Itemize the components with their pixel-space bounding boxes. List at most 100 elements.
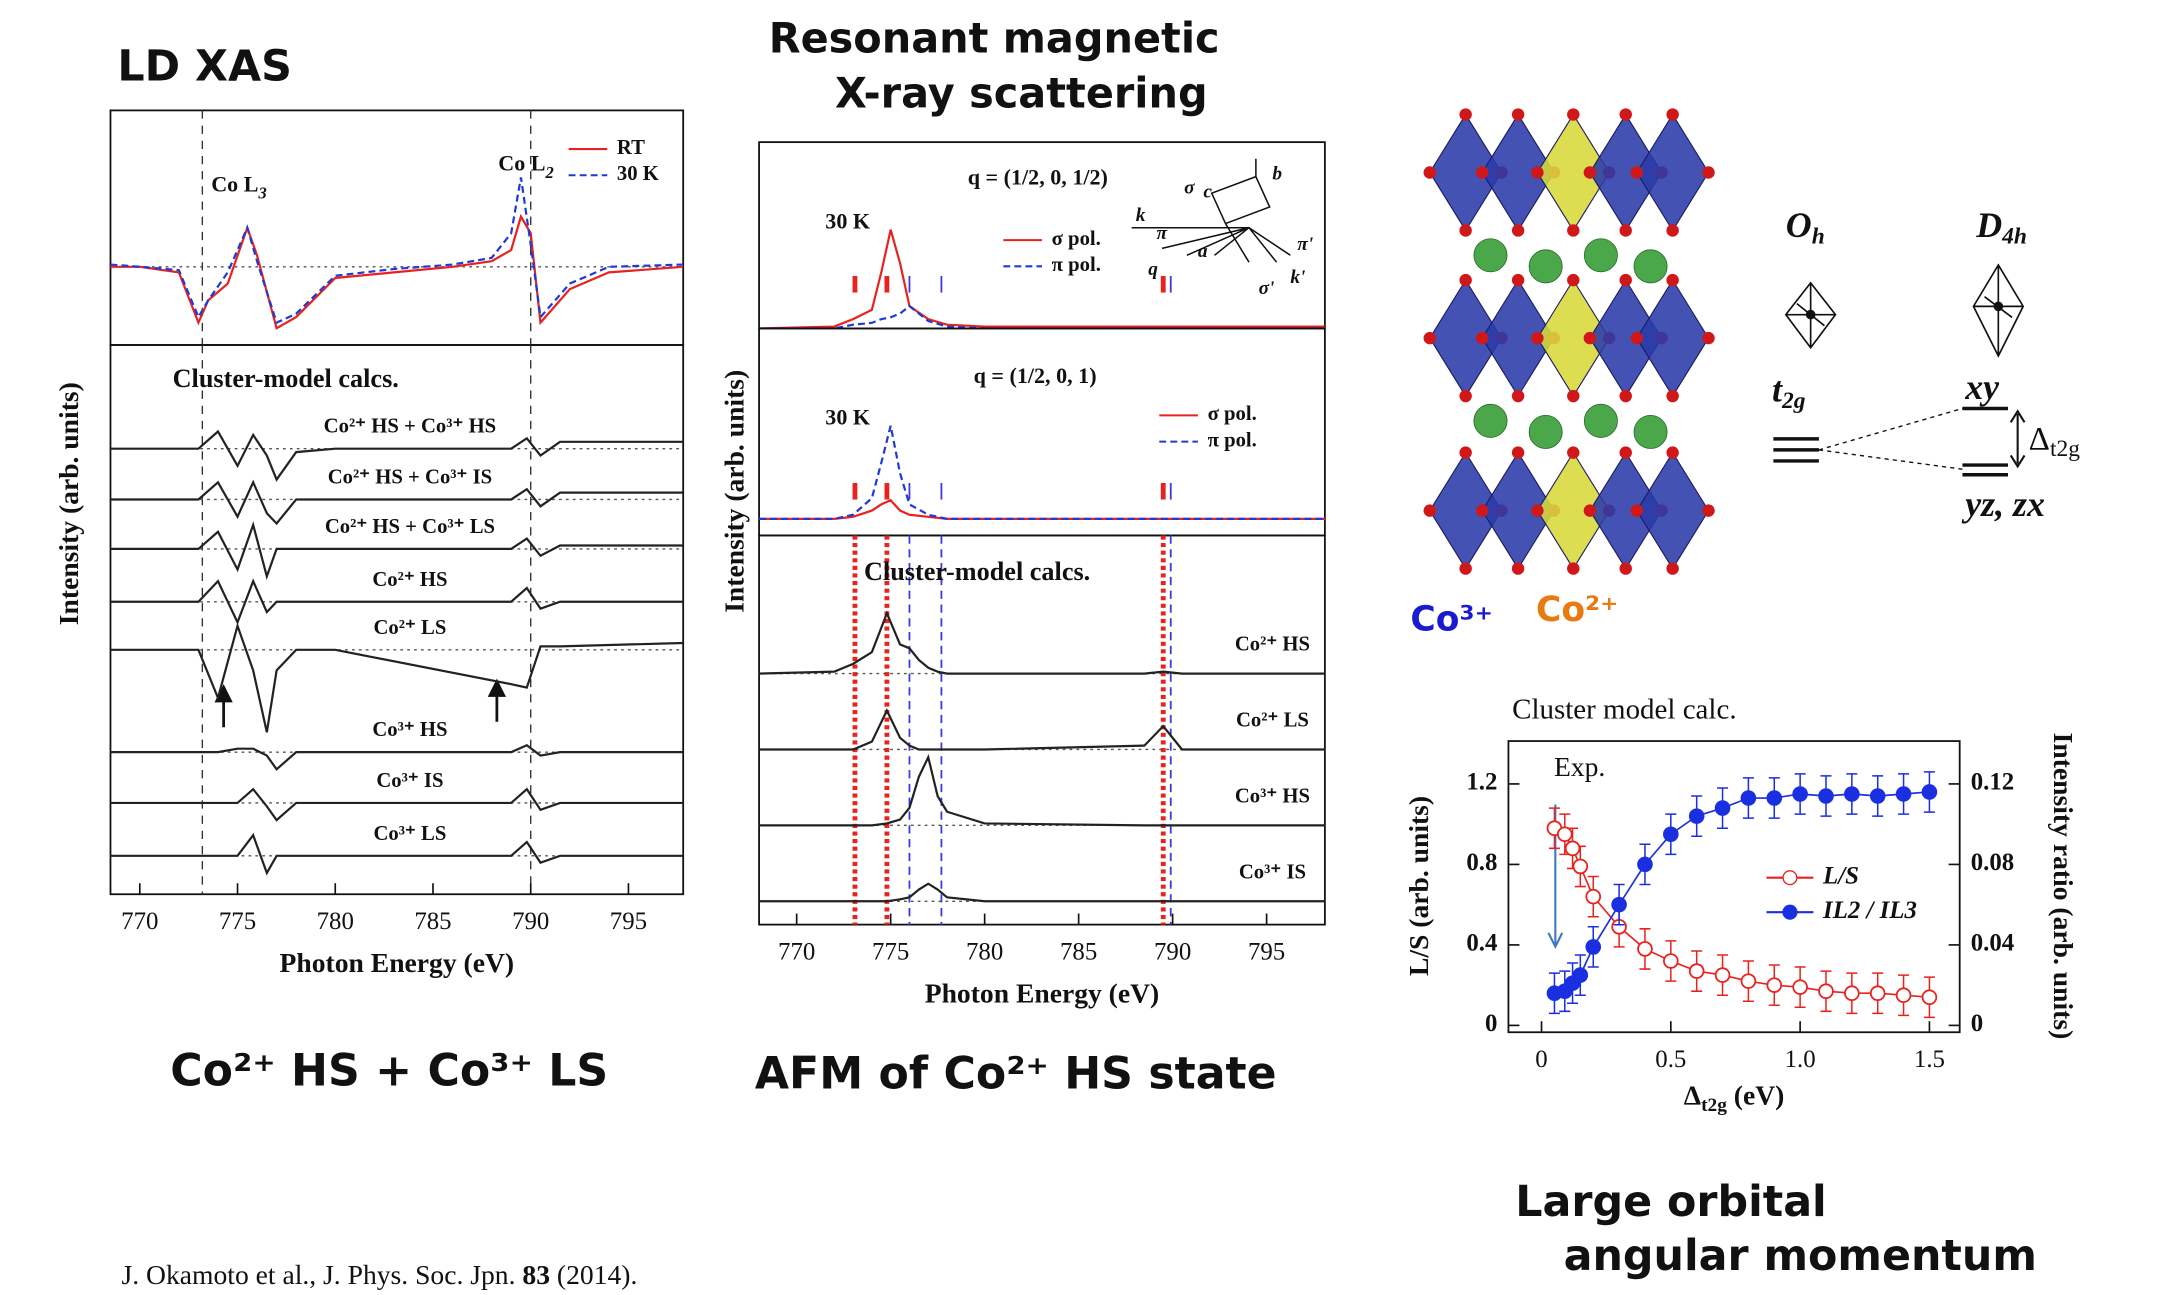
series-line	[110, 521, 684, 581]
oxygen-atom	[1459, 224, 1472, 237]
oxygen-atom	[1583, 504, 1597, 517]
label-sub: 2g	[1781, 388, 1806, 414]
oxygen-atom	[1511, 562, 1525, 575]
level-label: xy	[1964, 367, 2000, 407]
inset-label: σ	[1184, 177, 1195, 198]
panel-title: X-ray scattering	[835, 70, 1208, 118]
series-line	[759, 610, 1325, 675]
legend-label: π pol.	[1208, 429, 1257, 451]
series-label: Co²⁺ LS	[373, 617, 446, 639]
inset-label: a	[1198, 241, 1208, 262]
level-label: yz, zx	[1961, 484, 2045, 524]
x-axis-label: Δt2g (eV)	[1684, 1080, 1785, 1116]
plot-frame	[109, 344, 685, 896]
oxygen-atom	[1666, 389, 1679, 403]
data-point	[1611, 896, 1627, 913]
panel-title: Resonant magnetic	[769, 14, 1220, 62]
cation-atom	[1473, 403, 1508, 438]
oxygen-atom	[1702, 166, 1715, 179]
oxygen-atom	[1619, 389, 1632, 403]
data-point	[1740, 790, 1757, 806]
data-point	[1766, 790, 1783, 806]
oxygen-atom	[1459, 108, 1472, 121]
data-point	[1766, 977, 1783, 993]
oxygen-atom	[1630, 331, 1643, 345]
oxygen-atom	[1475, 504, 1489, 517]
annotation-sub: 3	[257, 183, 266, 202]
oxygen-atom	[1702, 504, 1715, 517]
series-label: Co²⁺ HS	[1235, 634, 1310, 656]
oxygen-atom	[1511, 224, 1525, 237]
octahedron-center	[1805, 309, 1816, 320]
y-axis-label: Intensity (arb. units)	[718, 370, 749, 613]
x-tick-label: 770	[121, 908, 158, 935]
annotation-text: 30 K	[825, 209, 870, 234]
label-main: Photon Energy (eV)	[925, 978, 1160, 1009]
x-tick-label: 1.5	[1914, 1046, 1945, 1073]
series-line	[759, 498, 1325, 520]
data-point	[1895, 786, 1912, 802]
label-main: Δ	[2029, 420, 2050, 457]
annotation-text: Exp.	[1554, 751, 1605, 782]
x-tick-label: 780	[317, 908, 354, 935]
data-point	[1663, 953, 1679, 969]
data-point	[1714, 800, 1731, 816]
oxygen-atom	[1666, 108, 1679, 121]
series-label: Co²⁺ HS	[372, 569, 447, 591]
caption: angular momentum	[1564, 1231, 2037, 1281]
data-point	[1663, 826, 1679, 843]
structure-label: Co²⁺	[1536, 590, 1618, 630]
series-line	[759, 882, 1325, 903]
data-point	[1818, 983, 1834, 999]
oxygen-atom	[1511, 273, 1525, 287]
oxygen-atom	[1511, 108, 1525, 121]
annotation: 30 K	[825, 405, 870, 430]
legend-label: IL2 / IL3	[1822, 897, 1917, 924]
y-tick-label: 0.08	[1971, 849, 2014, 876]
series-line	[110, 743, 684, 771]
label-main: O	[1786, 205, 1812, 245]
data-point	[1869, 788, 1886, 804]
oxygen-atom	[1619, 108, 1632, 121]
x-tick-label: 775	[872, 938, 909, 965]
series-line	[110, 429, 684, 482]
citation-volume: 83	[522, 1259, 550, 1290]
oxygen-atom	[1619, 446, 1632, 459]
annotation-text: Co L	[498, 151, 545, 176]
data-point	[1844, 985, 1860, 1002]
inset-geometry	[1131, 158, 1291, 263]
data-point	[1564, 840, 1581, 857]
oxygen-atom	[1702, 331, 1715, 345]
data-point	[1688, 963, 1705, 979]
citation-year: (2014).	[550, 1259, 637, 1290]
data-point	[1792, 786, 1808, 802]
caption: AFM of Co²⁺ HS state	[755, 1048, 1277, 1099]
oxygen-atom	[1459, 562, 1472, 575]
y2-axis-label: Intensity ratio (arb. units)	[2048, 733, 2079, 1040]
level-connector	[1818, 407, 1963, 470]
oxygen-atom	[1511, 389, 1525, 403]
legend-label: 30 K	[617, 163, 659, 185]
chart-title: Cluster model calc.	[1512, 694, 1736, 726]
series-line	[759, 708, 1325, 751]
cation-atom	[1583, 238, 1618, 273]
oxygen-atom	[1475, 331, 1489, 345]
data-point	[1921, 989, 1938, 1006]
inset-label: b	[1272, 164, 1282, 185]
data-point	[1572, 858, 1589, 875]
panel-heading: Cluster-model calcs.	[864, 557, 1090, 586]
series-label: Co³⁺ IS	[1239, 861, 1306, 883]
level-label: t2g	[1772, 370, 1806, 415]
series-line	[759, 754, 1325, 827]
data-point	[1792, 979, 1808, 995]
x-tick-label: 770	[778, 938, 815, 965]
symmetry-label: D4h	[1975, 205, 2027, 250]
caption: Co²⁺ HS + Co³⁺ LS	[170, 1046, 608, 1097]
annotation-sub: 2	[544, 163, 553, 182]
label-unit: (eV)	[1727, 1080, 1784, 1111]
legend-marker	[1782, 870, 1798, 886]
oxygen-atom	[1619, 273, 1632, 287]
x-tick-label: 795	[610, 908, 647, 935]
series-line	[110, 832, 684, 876]
